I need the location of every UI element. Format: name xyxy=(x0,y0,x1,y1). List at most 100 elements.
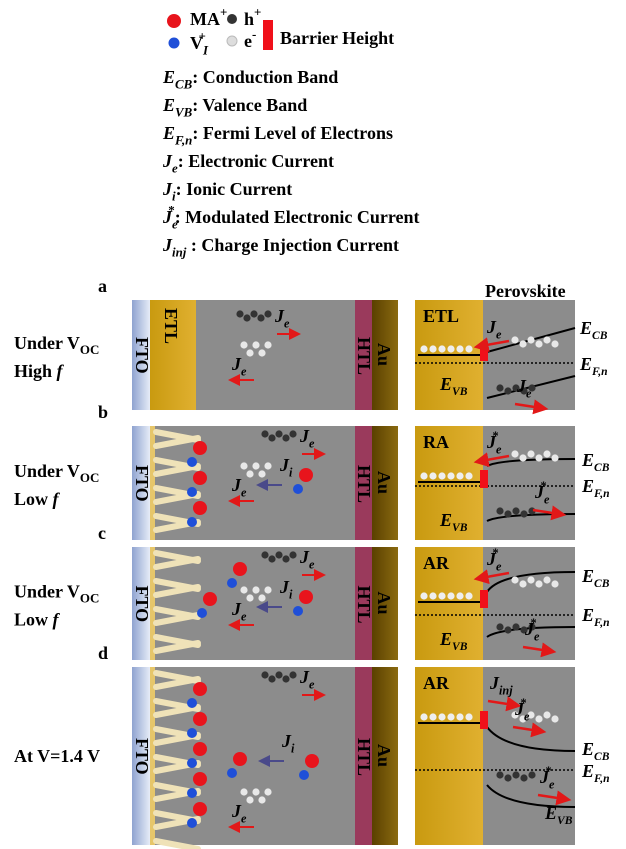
condition: Under VOC xyxy=(14,333,99,357)
ion-vi xyxy=(227,578,237,588)
device-current-sub: e xyxy=(309,677,315,691)
device-current-sub: i xyxy=(289,465,293,479)
condition-line2: Low xyxy=(14,610,53,630)
condition-line1: Under V xyxy=(14,333,80,353)
definition: EVB: Valence Band xyxy=(162,95,307,120)
level-label-main: E xyxy=(579,318,592,338)
particle xyxy=(465,345,473,353)
fto-layer xyxy=(132,547,150,660)
level-label: ECB xyxy=(581,566,610,590)
band-current: Je* xyxy=(539,764,555,792)
nanorod xyxy=(153,612,201,626)
band-etl xyxy=(415,667,483,845)
band-current-sup: * xyxy=(530,616,536,630)
vi-icon xyxy=(168,37,180,49)
device-current: Ji xyxy=(281,731,295,755)
ion-vi xyxy=(299,770,309,780)
particle xyxy=(456,713,464,721)
level-label-main: E xyxy=(581,605,594,625)
particle xyxy=(535,340,543,348)
band-current: Je xyxy=(516,376,532,400)
arrow xyxy=(532,505,567,521)
device-current-main: J xyxy=(231,599,242,619)
particle xyxy=(543,450,551,458)
particle xyxy=(268,434,276,442)
etl-base xyxy=(150,426,155,540)
particle xyxy=(258,470,266,478)
cb-level xyxy=(486,726,576,752)
level-label-sub: VB xyxy=(557,814,573,827)
particle xyxy=(551,340,559,348)
nanorod xyxy=(153,463,201,477)
condition: High f xyxy=(14,361,65,381)
condition: Under VOC xyxy=(14,582,99,606)
ion-ma xyxy=(193,712,207,726)
device-current-main: J xyxy=(231,801,242,821)
particle xyxy=(258,796,266,804)
legend-electron: e- xyxy=(244,26,256,51)
particle xyxy=(465,713,473,721)
particle xyxy=(511,336,519,344)
nanorod xyxy=(153,640,201,654)
particle xyxy=(268,555,276,563)
level-label: EVB xyxy=(439,510,468,534)
definition: ECB: Conduction Band xyxy=(162,67,338,92)
particle xyxy=(465,472,473,480)
ion-ma xyxy=(193,682,207,696)
layer-label: HTL xyxy=(354,586,374,624)
layer-label: FTO xyxy=(132,738,152,775)
hole-icon xyxy=(227,14,237,24)
device-current: Je xyxy=(231,475,247,499)
ion-vi xyxy=(293,484,303,494)
device-current-main: J xyxy=(274,306,285,326)
particle xyxy=(447,713,455,721)
particle xyxy=(275,430,283,438)
particle xyxy=(240,341,248,349)
ion-vi xyxy=(187,758,197,768)
particle xyxy=(258,594,266,602)
definition-text: : Modulated Electronic Current xyxy=(175,207,420,227)
device-current-sub: e xyxy=(284,316,290,330)
contact-label: RA xyxy=(423,432,449,452)
particle xyxy=(420,345,428,353)
particle xyxy=(512,771,520,779)
condition: Under VOC xyxy=(14,461,99,485)
definition-text: : Electronic Current xyxy=(178,151,334,171)
particle xyxy=(528,623,536,631)
particle xyxy=(551,580,559,588)
particle xyxy=(504,387,512,395)
band-current-main: J xyxy=(486,549,497,569)
particle xyxy=(289,671,297,679)
condition-sub: OC xyxy=(80,342,100,357)
band-etl xyxy=(415,547,483,660)
band-current-sub: e xyxy=(526,386,532,400)
particle xyxy=(520,387,528,395)
condition: Low f xyxy=(14,610,61,630)
particle xyxy=(447,592,455,600)
ion-vi xyxy=(187,788,197,798)
band-current-sub: e xyxy=(496,442,502,456)
particle xyxy=(438,592,446,600)
particle xyxy=(504,774,512,782)
electron-icon xyxy=(226,35,238,47)
particle xyxy=(438,713,446,721)
ion-ma xyxy=(203,592,217,606)
particle xyxy=(512,623,520,631)
band-current: Je* xyxy=(514,696,530,724)
device-current-main: J xyxy=(231,475,242,495)
nanorod xyxy=(153,704,201,718)
band-current-sup: * xyxy=(492,429,498,443)
band-current-sub: e xyxy=(524,709,530,723)
legend-vi-sup: + xyxy=(199,28,206,43)
level-label: EF,n xyxy=(581,476,610,500)
particle xyxy=(527,576,535,584)
ion-vi xyxy=(187,517,197,527)
band-current-sub: e xyxy=(496,559,502,573)
device-current-main: J xyxy=(299,667,310,687)
definition-main: J xyxy=(162,235,173,255)
arrow xyxy=(473,452,510,468)
particle xyxy=(496,623,504,631)
level-label-main: E xyxy=(581,476,594,496)
device-current: Je xyxy=(231,599,247,623)
level-label: EVB xyxy=(544,803,573,827)
